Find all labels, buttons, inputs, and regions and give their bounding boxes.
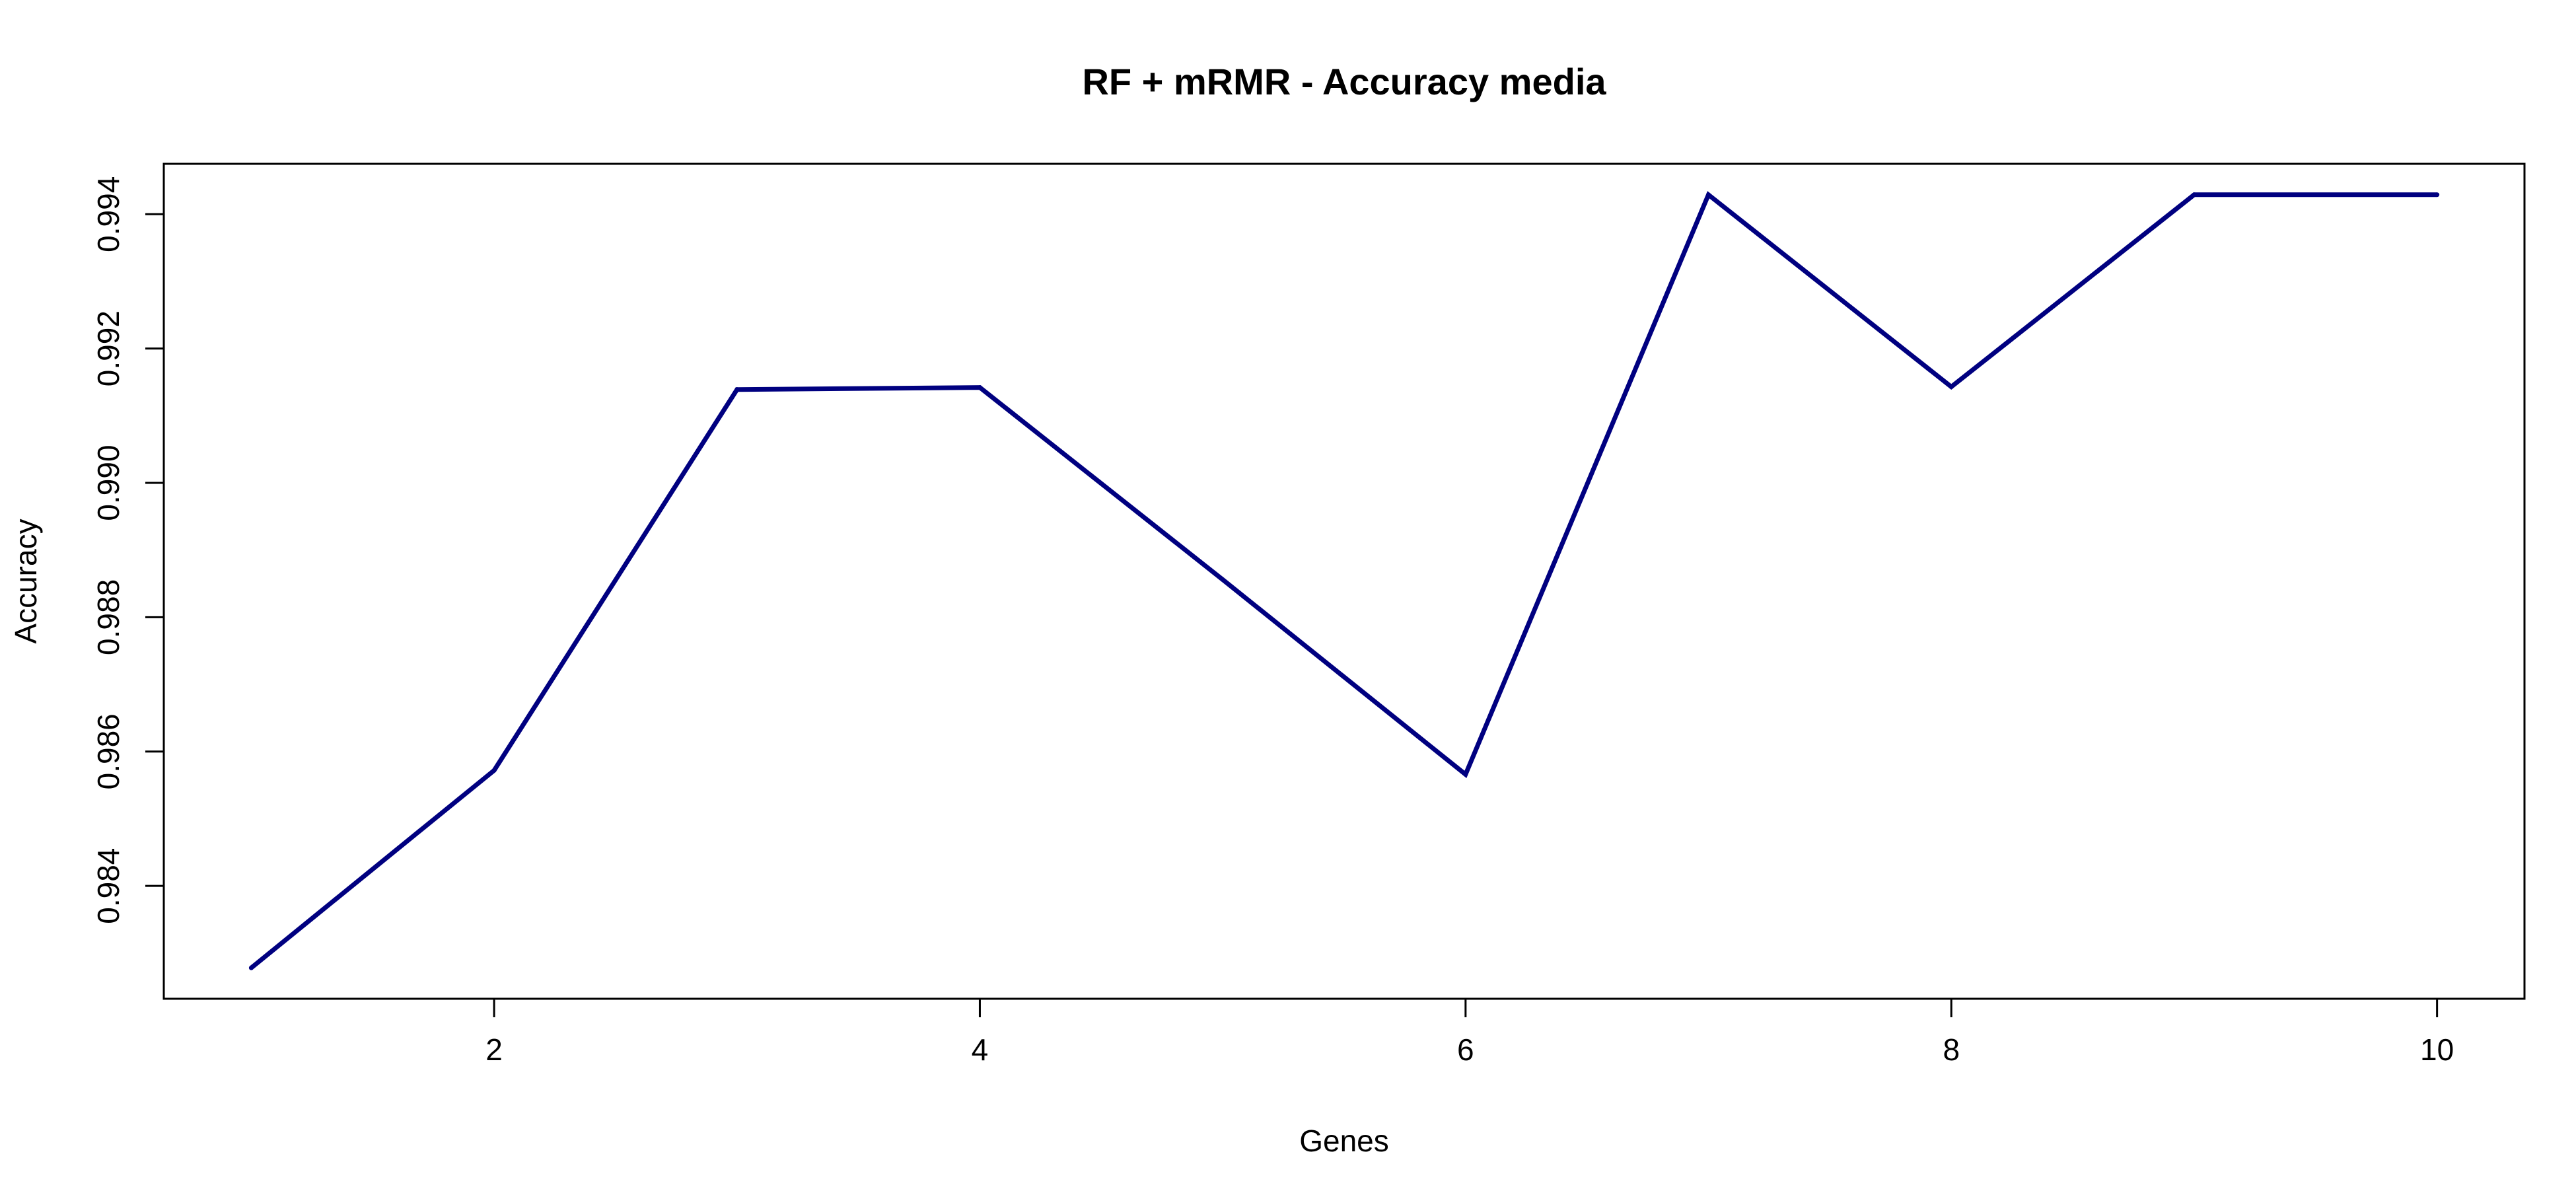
y-axis-label: Accuracy bbox=[9, 519, 43, 643]
x-tick-label: 6 bbox=[1457, 1032, 1474, 1067]
data-point bbox=[734, 387, 740, 392]
data-point bbox=[248, 965, 254, 970]
plot-frame bbox=[162, 162, 2526, 1000]
y-tick-label: 0.992 bbox=[91, 310, 125, 386]
x-tick-label: 8 bbox=[1943, 1032, 1960, 1067]
x-tick-label: 4 bbox=[972, 1032, 989, 1067]
data-point bbox=[1706, 192, 1711, 198]
data-point bbox=[2192, 192, 2197, 198]
data-point bbox=[1949, 384, 1954, 390]
data-point bbox=[1463, 772, 1468, 777]
y-tick-label: 0.986 bbox=[91, 713, 125, 789]
y-axis: 0.984 0.986 0.988 0.990 0.992 0.994 bbox=[91, 176, 164, 924]
x-tick-label: 2 bbox=[485, 1032, 503, 1067]
chart-title: RF + mRMR - Accuracy media bbox=[1082, 61, 1606, 102]
data-point bbox=[491, 768, 497, 773]
x-tick-label: 10 bbox=[2420, 1032, 2454, 1067]
data-point bbox=[1220, 577, 1225, 582]
data-point bbox=[977, 385, 982, 390]
series-line bbox=[250, 191, 2437, 970]
y-tick-label: 0.994 bbox=[91, 176, 125, 252]
data-point bbox=[2435, 192, 2440, 198]
y-tick-label: 0.984 bbox=[91, 848, 125, 924]
x-axis-label: Genes bbox=[1299, 1124, 1389, 1158]
series-layer bbox=[248, 191, 2440, 970]
y-tick-label: 0.990 bbox=[91, 445, 125, 521]
y-tick-label: 0.988 bbox=[91, 579, 125, 655]
x-axis: 2 4 6 8 10 bbox=[485, 999, 2454, 1067]
